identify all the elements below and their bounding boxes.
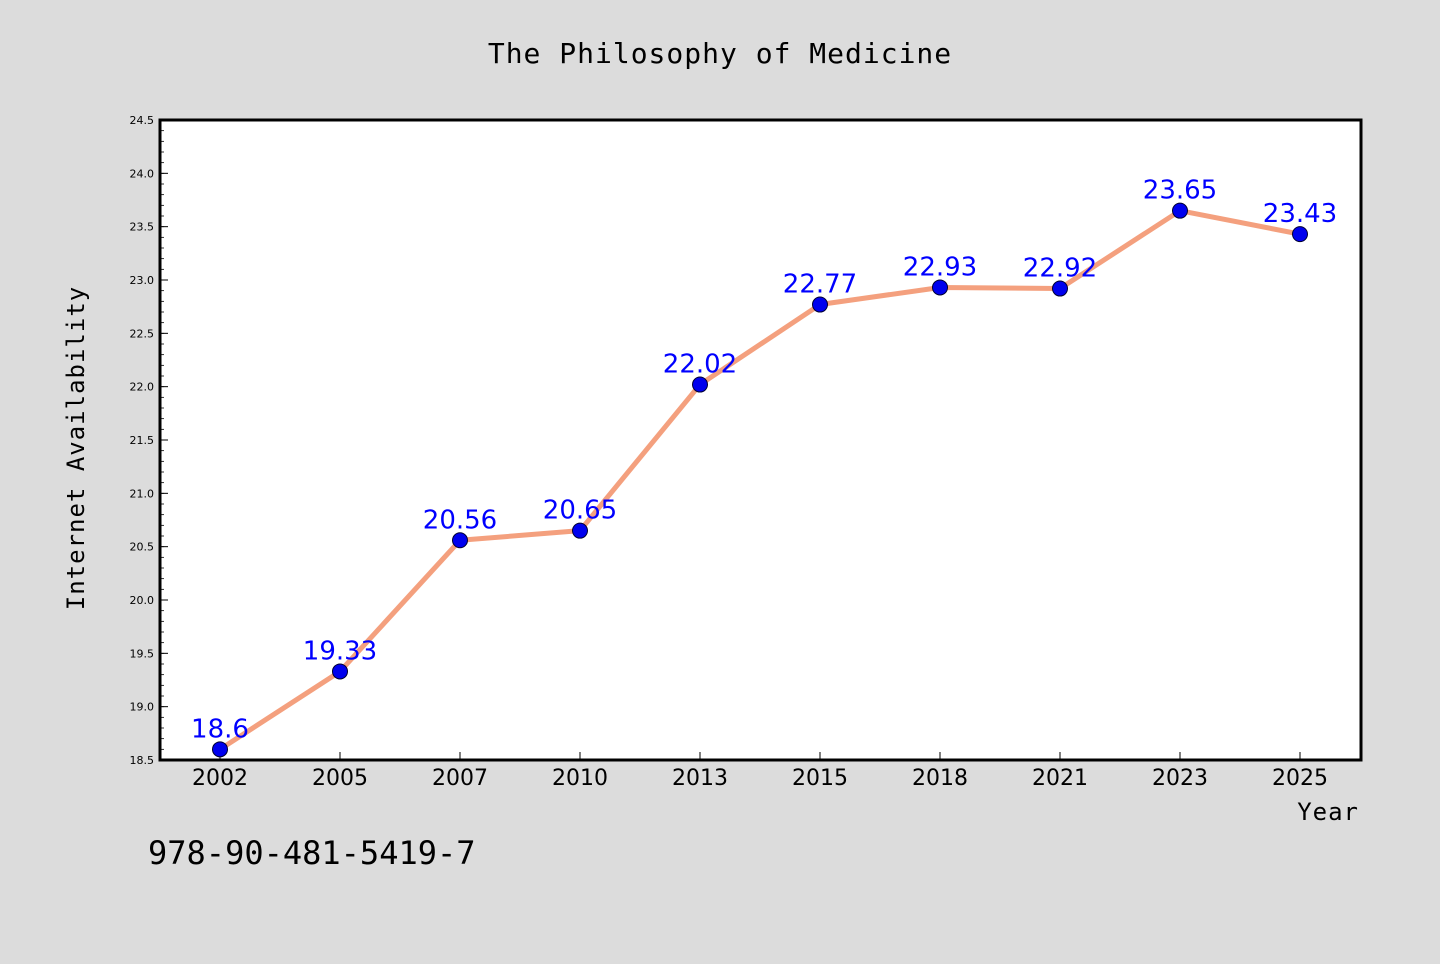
x-tick-label: 2013 — [672, 766, 728, 791]
y-tick-label: 19.5 — [130, 647, 155, 660]
data-point[interactable] — [812, 296, 828, 313]
y-tick-label: 21.0 — [130, 487, 155, 500]
x-tick-label: 2002 — [192, 766, 248, 791]
data-label: 20.65 — [543, 496, 617, 526]
y-axis-title: Internet Availability — [62, 286, 90, 610]
series-layer: 18.6 19.33 20.56 20.65 22.02 22.77 22.93 22.92 2… — [191, 176, 1337, 758]
data-label: 18.6 — [191, 714, 249, 744]
y-tick-label: 21.5 — [130, 434, 155, 447]
series-line — [217, 208, 1303, 752]
data-label: 23.43 — [1263, 199, 1337, 229]
x-tick-label: 2015 — [792, 766, 848, 791]
chart-title: The Philosophy of Medicine — [488, 37, 952, 70]
data-label: 22.93 — [903, 252, 977, 282]
data-point[interactable] — [212, 741, 228, 758]
data-point[interactable] — [692, 376, 708, 393]
data-point[interactable] — [1292, 226, 1308, 243]
y-tick-label: 23.5 — [130, 221, 155, 234]
x-tick-label: 2025 — [1272, 766, 1328, 791]
data-point[interactable] — [332, 663, 348, 680]
x-tick-label: 2010 — [552, 766, 608, 791]
data-point[interactable] — [572, 522, 588, 539]
data-point[interactable] — [1052, 280, 1068, 297]
y-tick-label: 24.0 — [130, 167, 155, 180]
y-tick-label: 22.5 — [130, 327, 155, 340]
data-label: 20.56 — [423, 505, 497, 535]
data-label: 22.02 — [663, 350, 737, 380]
x-tick-label: 2021 — [1032, 766, 1088, 791]
y-tick-label: 22.0 — [130, 381, 155, 394]
x-axis-title: Year — [1297, 798, 1359, 826]
data-point[interactable] — [932, 279, 948, 296]
data-label: 23.65 — [1143, 176, 1217, 206]
data-label: 19.33 — [303, 636, 377, 666]
x-tick-label: 2007 — [432, 766, 488, 791]
data-label: 22.92 — [1023, 254, 1097, 284]
plot-area — [158, 118, 1363, 762]
data-label: 22.77 — [783, 270, 857, 300]
y-tick-label: 19.0 — [130, 701, 155, 714]
x-tick-label: 2018 — [912, 766, 968, 791]
y-tick-label: 18.5 — [130, 754, 155, 767]
y-tick-label: 20.0 — [130, 594, 155, 607]
y-axis: 18.5 19.0 19.5 20.0 20.5 21.0 21.5 22.0 22.5 23.0… — [130, 114, 168, 767]
x-axis: 2002 2005 2007 2010 2013 2015 2018 2021 2023 2025 — [192, 752, 1328, 791]
data-point[interactable] — [1172, 202, 1188, 219]
y-tick-label: 24.5 — [130, 114, 155, 127]
y-tick-label: 20.5 — [130, 541, 155, 554]
y-tick-label: 23.0 — [130, 274, 155, 287]
x-tick-label: 2023 — [1152, 766, 1208, 791]
isbn-text: 978-90-481-5419-7 — [148, 834, 476, 872]
x-tick-label: 2005 — [312, 766, 368, 791]
data-point[interactable] — [452, 532, 468, 549]
